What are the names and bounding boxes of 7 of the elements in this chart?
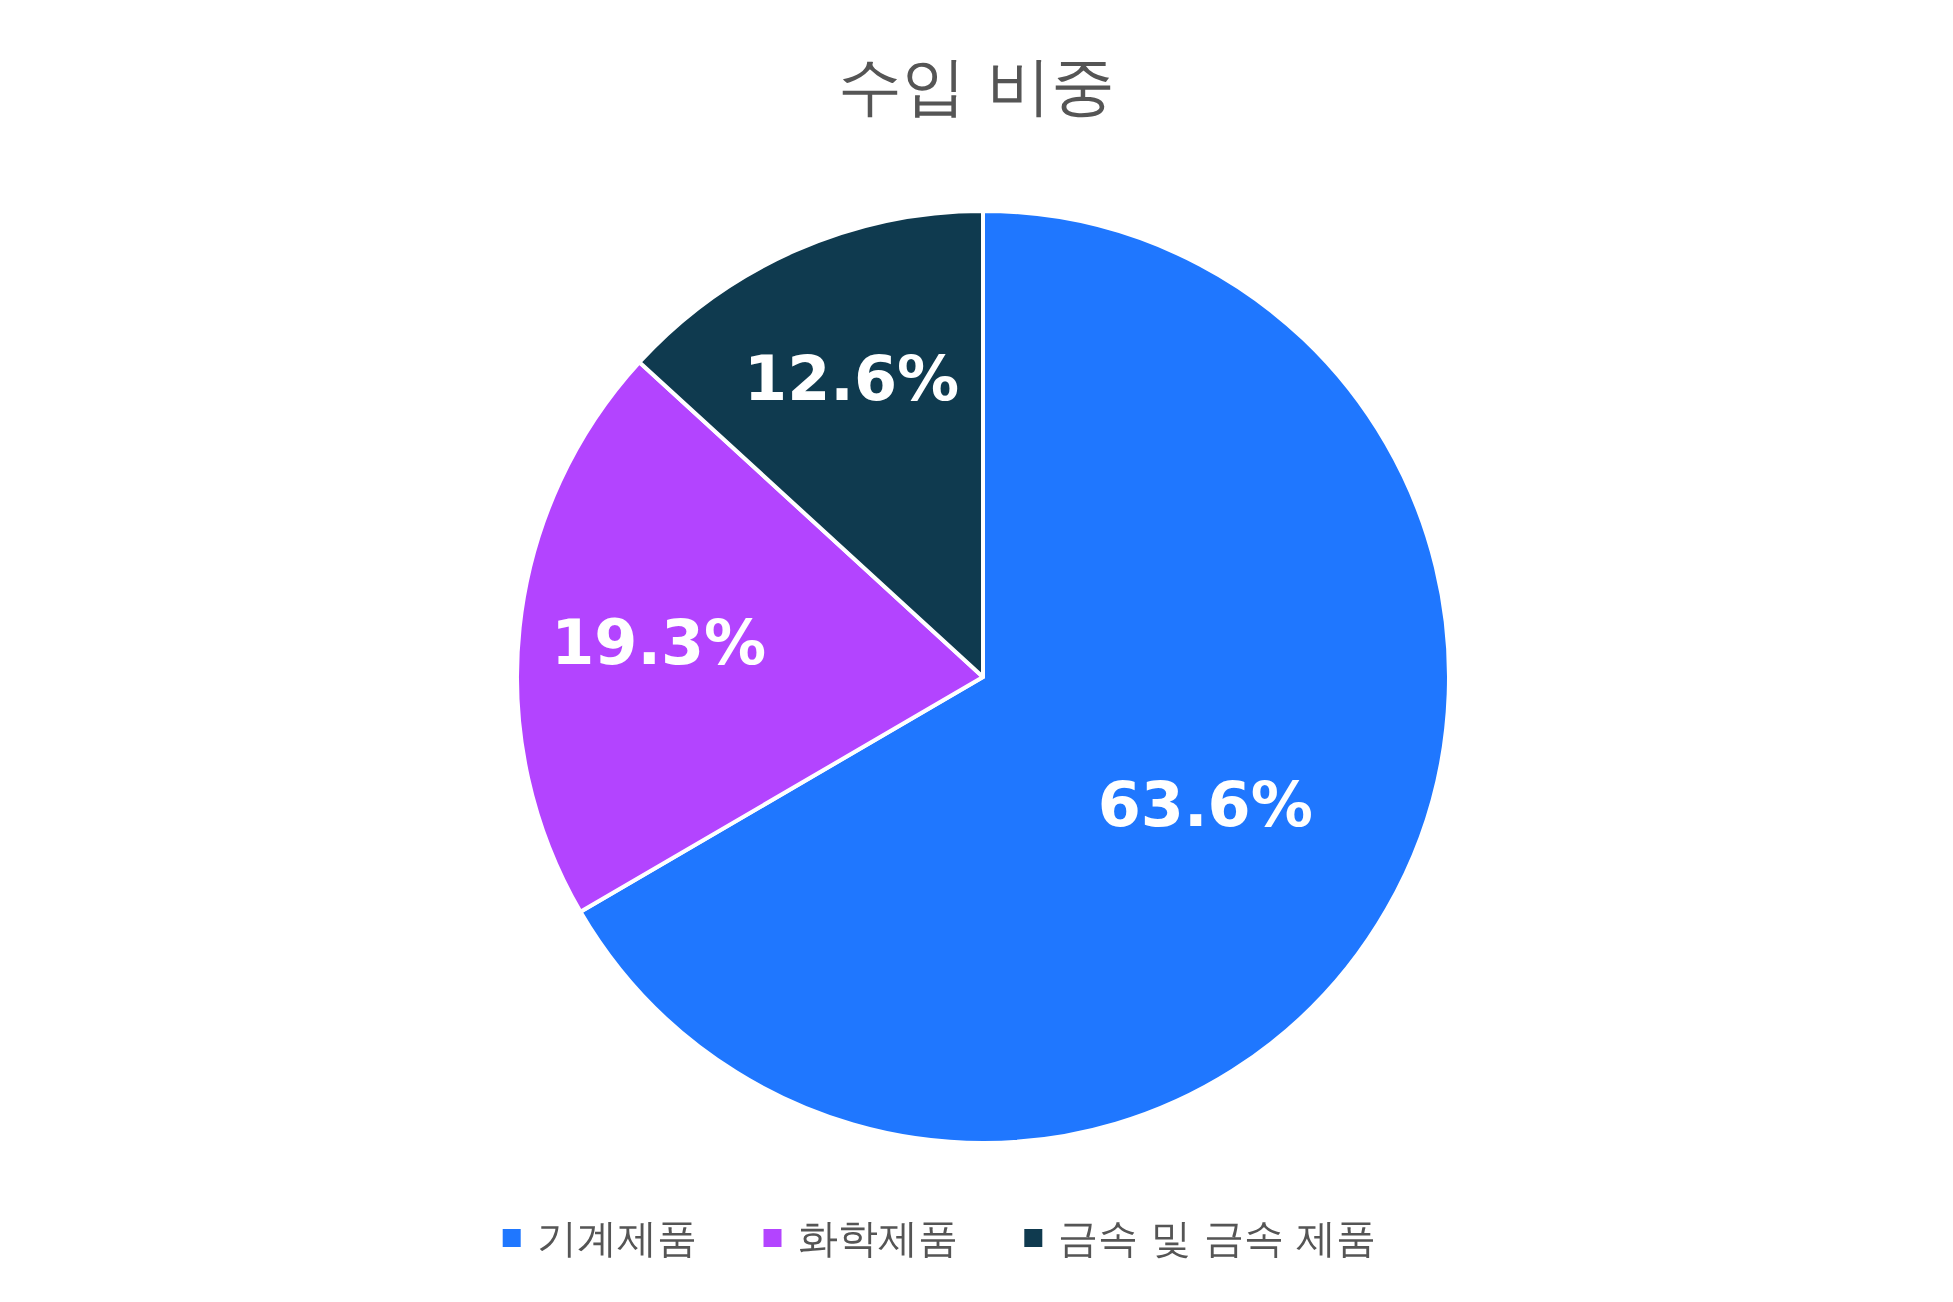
chart-title: 수입 비중: [838, 49, 1115, 123]
data-label: 63.6%: [1097, 768, 1313, 842]
legend-label: 금속 및 금속 제품: [1058, 1215, 1377, 1261]
data-label: 19.3%: [551, 605, 767, 679]
legend-label: 화학제품: [797, 1215, 958, 1261]
data-label: 12.6%: [744, 342, 960, 416]
legend-label: 기계제품: [536, 1215, 697, 1261]
